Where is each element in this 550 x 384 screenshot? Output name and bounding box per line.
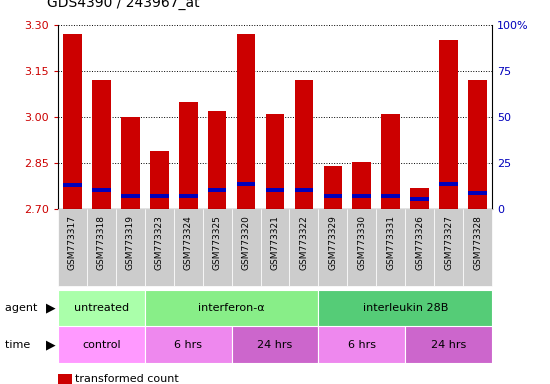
Bar [261, 209, 289, 286]
Text: 24 hrs: 24 hrs [431, 339, 466, 350]
Bar [323, 194, 342, 199]
Bar [121, 194, 140, 199]
Bar [150, 194, 168, 199]
Bar [179, 194, 197, 199]
Bar [405, 326, 492, 363]
Bar [92, 188, 111, 192]
Bar [353, 162, 371, 209]
Text: GSM773322: GSM773322 [299, 215, 309, 270]
Bar [469, 80, 487, 209]
Bar [174, 209, 202, 286]
Text: GSM773329: GSM773329 [328, 215, 338, 270]
Text: GSM773327: GSM773327 [444, 215, 453, 270]
Bar [236, 182, 255, 186]
Bar [208, 111, 227, 209]
Bar [236, 34, 255, 209]
Text: time: time [6, 339, 34, 350]
Text: GSM773320: GSM773320 [241, 215, 251, 270]
Text: GSM773324: GSM773324 [184, 215, 192, 270]
Bar [58, 326, 145, 363]
Bar [376, 209, 405, 286]
Text: GSM773318: GSM773318 [97, 215, 106, 270]
Bar [382, 194, 400, 199]
Text: 24 hrs: 24 hrs [257, 339, 293, 350]
Text: GSM773330: GSM773330 [358, 215, 366, 270]
Bar [179, 102, 197, 209]
Bar [202, 209, 232, 286]
Bar [92, 80, 111, 209]
Text: interleukin 28B: interleukin 28B [362, 303, 448, 313]
Bar [463, 209, 492, 286]
Bar [410, 197, 429, 202]
Text: 6 hrs: 6 hrs [348, 339, 376, 350]
Bar [116, 209, 145, 286]
Bar [266, 114, 284, 209]
Text: agent: agent [6, 303, 41, 313]
Bar [266, 188, 284, 192]
Text: GSM773317: GSM773317 [68, 215, 77, 270]
Bar [58, 290, 145, 326]
Text: control: control [82, 339, 120, 350]
Bar [58, 209, 87, 286]
Text: GSM773331: GSM773331 [386, 215, 395, 270]
Text: ▶: ▶ [46, 338, 55, 351]
Text: GSM773319: GSM773319 [125, 215, 135, 270]
Bar [295, 188, 313, 192]
Text: transformed count: transformed count [75, 374, 179, 384]
Text: 6 hrs: 6 hrs [174, 339, 202, 350]
Bar [289, 209, 318, 286]
Text: interferon-α: interferon-α [198, 303, 265, 313]
Bar [121, 117, 140, 209]
Text: GSM773326: GSM773326 [415, 215, 425, 270]
Bar [145, 326, 232, 363]
Bar [410, 188, 429, 209]
Bar [295, 80, 313, 209]
Bar [382, 114, 400, 209]
Bar [439, 40, 458, 209]
Bar [150, 151, 168, 209]
Bar [318, 290, 492, 326]
Text: GSM773323: GSM773323 [155, 215, 164, 270]
Bar [232, 326, 318, 363]
Bar [469, 191, 487, 195]
Bar [318, 326, 405, 363]
Bar [348, 209, 376, 286]
Bar [353, 194, 371, 199]
Bar [208, 188, 227, 192]
Text: GSM773328: GSM773328 [473, 215, 482, 270]
Bar [63, 183, 81, 187]
Bar [323, 166, 342, 209]
Bar [87, 209, 116, 286]
Text: GSM773325: GSM773325 [212, 215, 222, 270]
Bar [405, 209, 434, 286]
Bar [439, 182, 458, 186]
Bar [232, 209, 261, 286]
Bar [434, 209, 463, 286]
Bar [318, 209, 348, 286]
Text: GDS4390 / 243967_at: GDS4390 / 243967_at [47, 0, 199, 10]
Text: untreated: untreated [74, 303, 129, 313]
Text: ▶: ▶ [46, 302, 55, 314]
Text: GSM773321: GSM773321 [271, 215, 279, 270]
Bar [63, 34, 81, 209]
Bar [145, 209, 174, 286]
Bar [145, 290, 318, 326]
